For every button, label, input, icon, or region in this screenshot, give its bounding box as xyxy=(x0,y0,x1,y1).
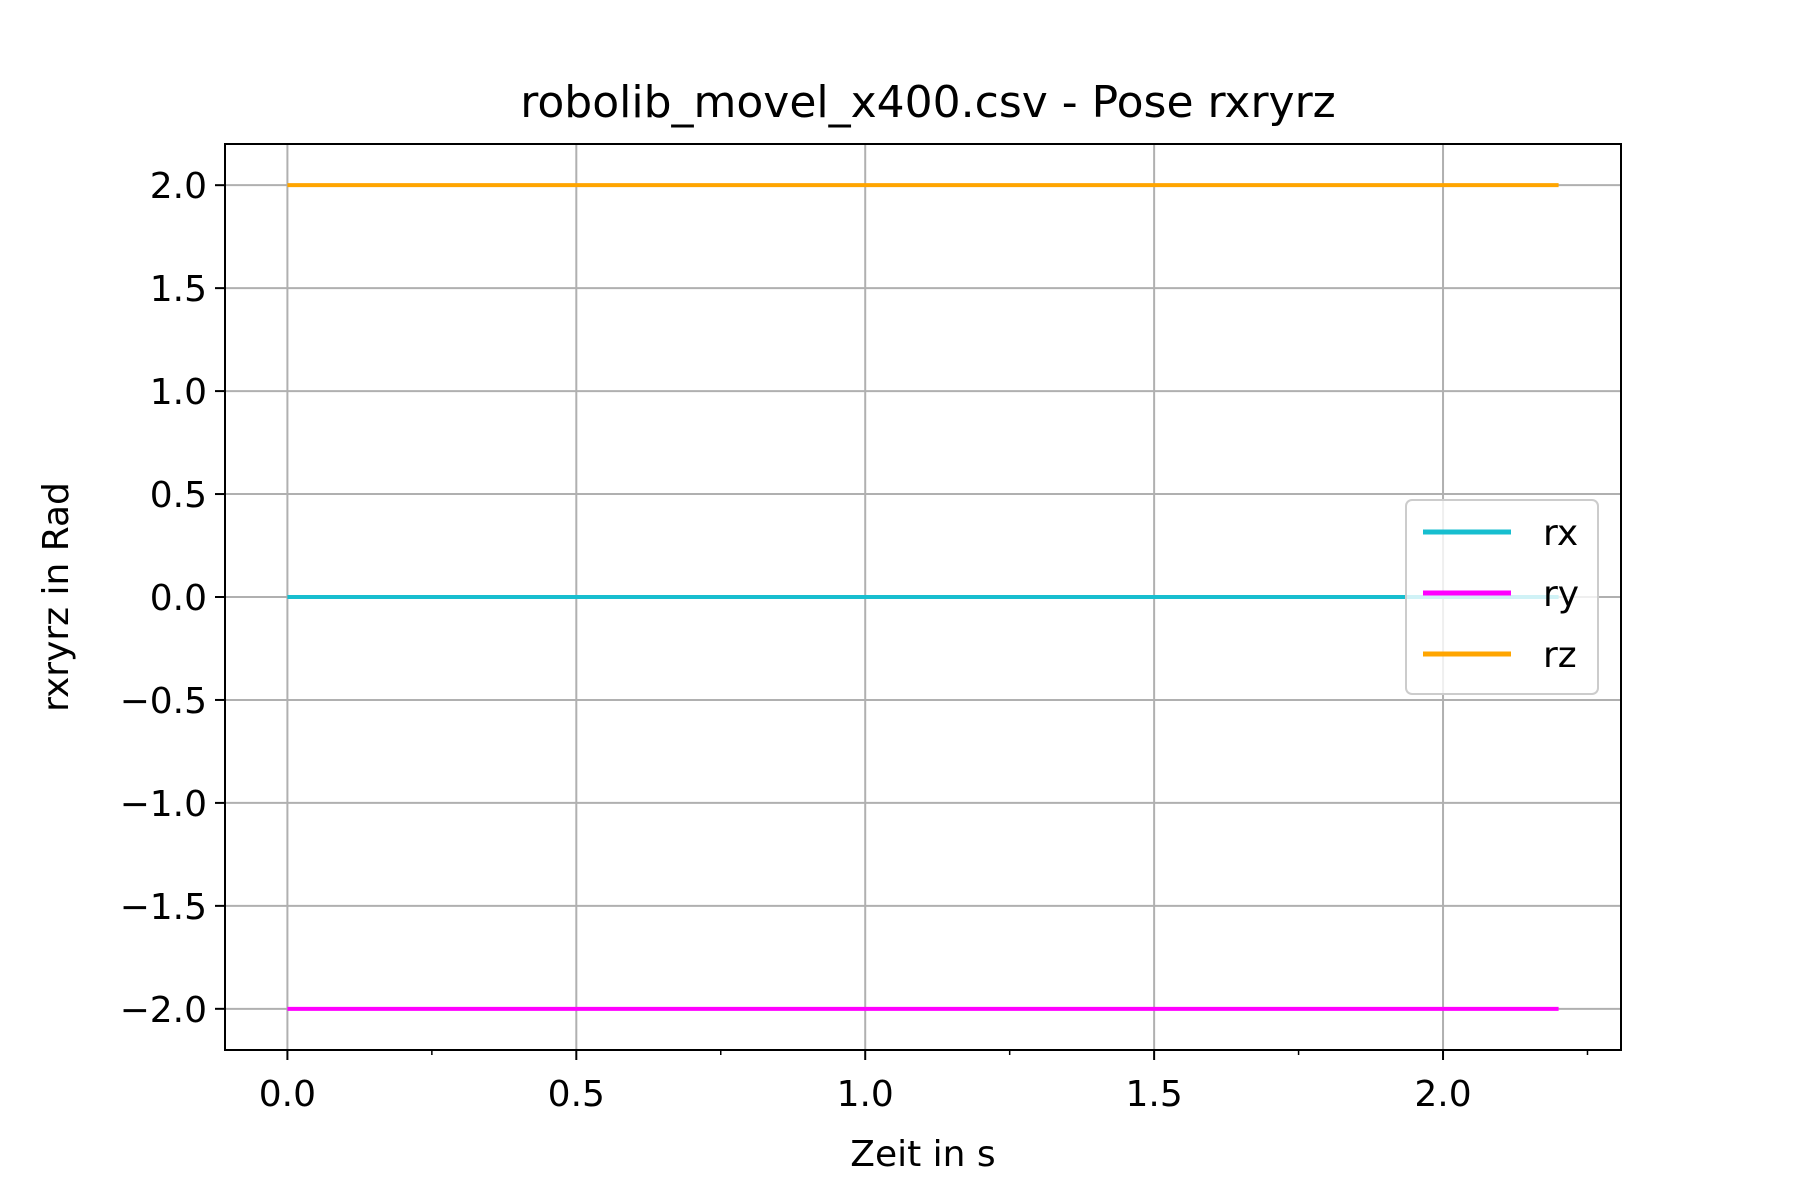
y-tick-label: −1.5 xyxy=(120,887,207,928)
series-lines xyxy=(287,183,1559,1011)
x-axis-label: Zeit in s xyxy=(850,1134,995,1175)
y-tick-label: −0.5 xyxy=(120,681,207,722)
y-tick-label: 1.0 xyxy=(150,372,207,413)
y-tick-label: 0.0 xyxy=(150,578,207,619)
plot-area-frame xyxy=(224,143,1622,1051)
y-tick-label: −1.0 xyxy=(120,784,207,825)
legend-label-rz: rz xyxy=(1543,635,1577,676)
x-tick-label: 1.0 xyxy=(837,1074,894,1115)
legend-box xyxy=(1405,499,1599,695)
x-tick-label: 2.0 xyxy=(1414,1074,1471,1115)
x-tick-label: 1.5 xyxy=(1125,1074,1182,1115)
y-tick-label: 2.0 xyxy=(150,166,207,207)
x-tick-label: 0.5 xyxy=(548,1074,605,1115)
chart-title: robolib_movel_x400.csv - Pose rxryrz xyxy=(520,77,1336,128)
axis-ticks: 0.0 0.5 1.0 1.5 2.0 2.0 1.5 1.0 0.5 0.0 −0.5 −1.0 −1… xyxy=(120,166,1589,1115)
x-tick-label: 0.0 xyxy=(259,1074,316,1115)
y-tick-label: −2.0 xyxy=(120,990,207,1031)
y-tick-label: 0.5 xyxy=(150,475,207,516)
legend: rx ry rz xyxy=(1405,499,1599,695)
legend-label-rx: rx xyxy=(1543,513,1578,554)
y-tick-label: 1.5 xyxy=(150,269,207,310)
legend-label-ry: ry xyxy=(1543,574,1579,615)
y-axis-label: rxryrz in Rad xyxy=(36,482,77,712)
